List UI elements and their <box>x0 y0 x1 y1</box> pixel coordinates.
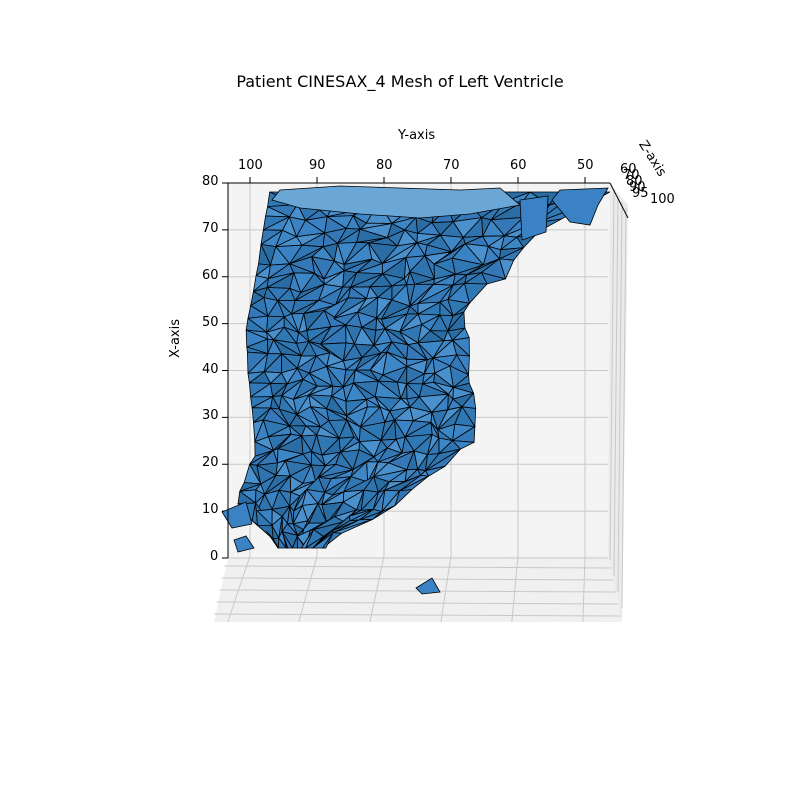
x-tick-label: 30 <box>202 408 219 423</box>
x-tick-label: 80 <box>202 174 219 189</box>
y-tick-label: 90 <box>309 158 326 173</box>
y-tick-label: 100 <box>238 158 263 173</box>
x-tick-label: 70 <box>202 221 219 236</box>
y-tick-label: 80 <box>376 158 393 173</box>
x-tick-label: 20 <box>202 455 219 470</box>
x-axis-label: X-axis <box>168 318 183 358</box>
x-tick-label: 50 <box>202 315 219 330</box>
z-tick-label: 95 <box>632 186 649 201</box>
x-tick-label: 40 <box>202 362 219 377</box>
y-axis-label: Y-axis <box>398 128 435 143</box>
z-tick-label: 100 <box>650 192 675 207</box>
x-tick-label: 60 <box>202 268 219 283</box>
y-tick-label: 60 <box>510 158 527 173</box>
y-tick-label: 50 <box>577 158 594 173</box>
x-tick-label: 10 <box>202 502 219 517</box>
x-tick-label: 0 <box>210 549 218 564</box>
chart-title: Patient CINESAX_4 Mesh of Left Ventricle <box>0 72 800 91</box>
y-tick-label: 70 <box>443 158 460 173</box>
